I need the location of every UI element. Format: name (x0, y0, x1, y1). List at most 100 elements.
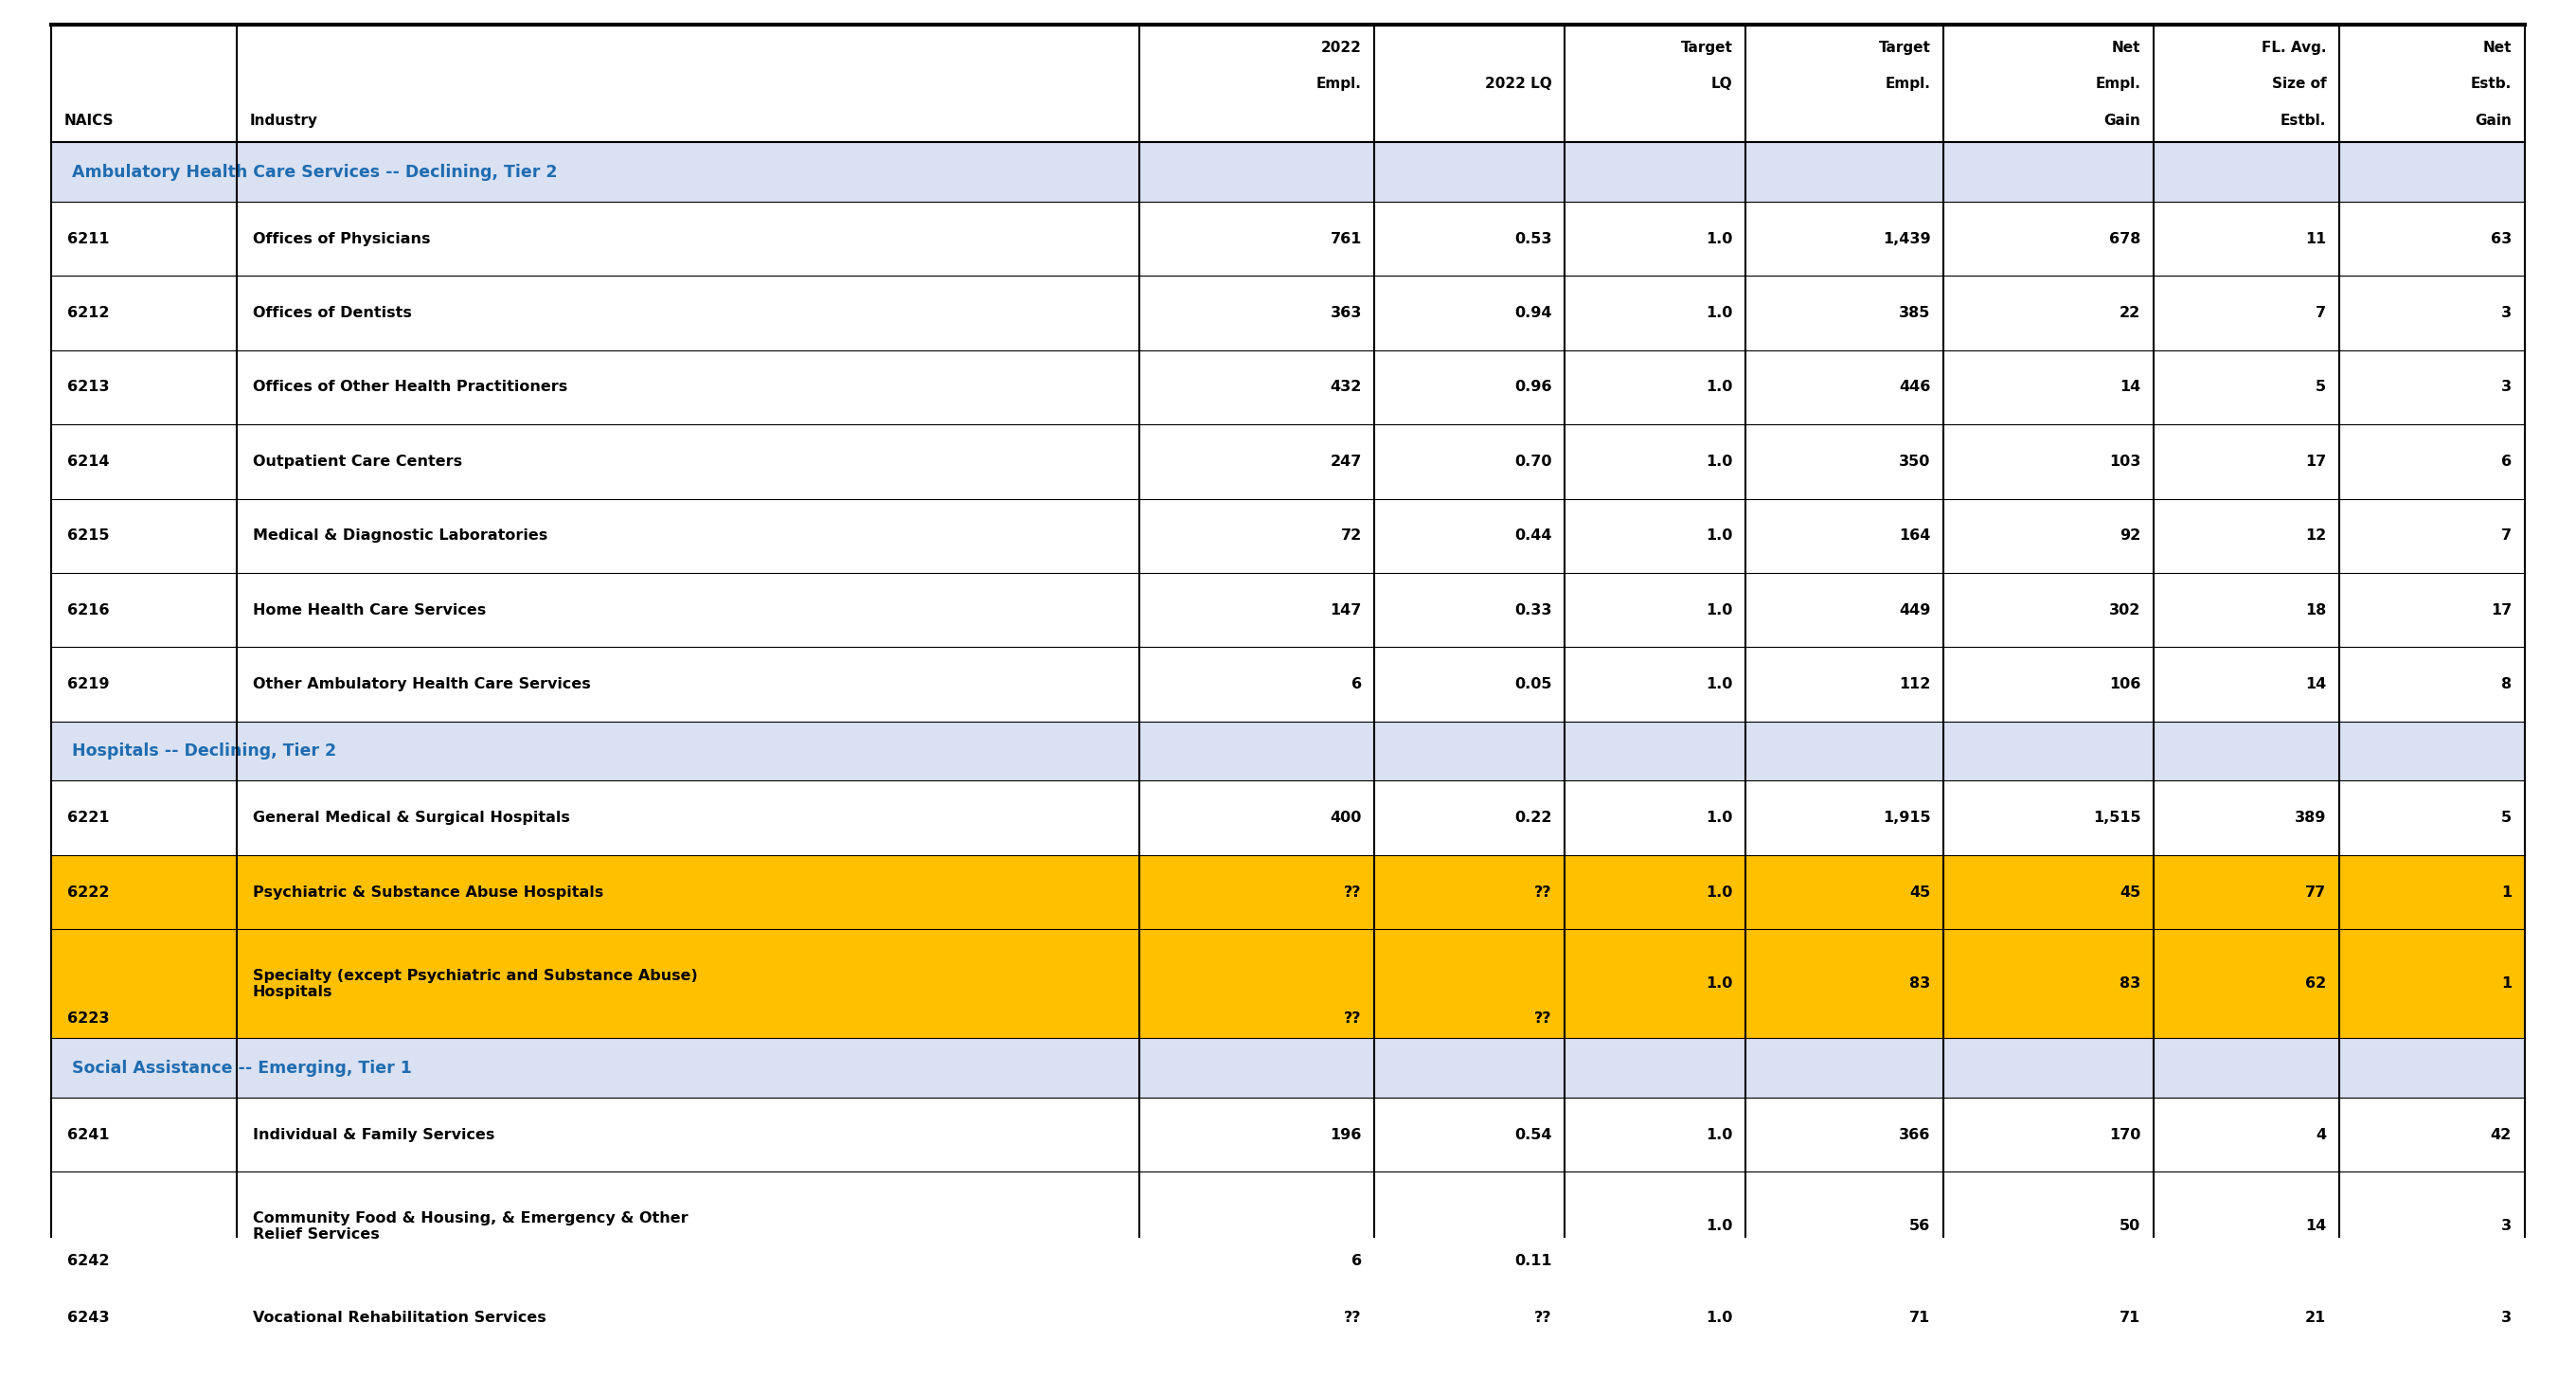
Text: 196: 196 (1329, 1128, 1363, 1142)
Text: 0.70: 0.70 (1515, 454, 1553, 468)
Text: 446: 446 (1899, 380, 1929, 394)
Text: 17: 17 (2306, 454, 2326, 468)
Text: 1.0: 1.0 (1705, 1311, 1734, 1325)
Text: 45: 45 (2120, 885, 2141, 899)
Text: Psychiatric & Substance Abuse Hospitals: Psychiatric & Substance Abuse Hospitals (252, 885, 603, 899)
Text: 366: 366 (1899, 1128, 1929, 1142)
Text: 247: 247 (1329, 454, 1363, 468)
Text: 72: 72 (1340, 529, 1363, 543)
Text: ??: ?? (1535, 1012, 1553, 1026)
Text: 3: 3 (2501, 306, 2512, 321)
Text: Community Food & Housing, & Emergency & Other
Relief Services: Community Food & Housing, & Emergency & … (252, 1210, 688, 1242)
Text: 63: 63 (2491, 231, 2512, 246)
Text: ??: ?? (1345, 1311, 1363, 1325)
Bar (52, 498, 2524, 573)
Text: Empl.: Empl. (1886, 76, 1929, 91)
Bar (52, 1355, 2524, 1377)
Text: Other Ambulatory Health Care Services: Other Ambulatory Health Care Services (252, 677, 590, 691)
Text: 1.0: 1.0 (1705, 1219, 1734, 1234)
Text: 432: 432 (1329, 380, 1363, 394)
Text: 6222: 6222 (67, 885, 108, 899)
Text: 302: 302 (2110, 603, 2141, 617)
Text: General Medical & Surgical Hospitals: General Medical & Surgical Hospitals (252, 811, 569, 825)
Text: Offices of Other Health Practitioners: Offices of Other Health Practitioners (252, 380, 567, 394)
Text: ??: ?? (1535, 885, 1553, 899)
Bar (52, 1281, 2524, 1355)
Text: Hospitals -- Declining, Tier 2: Hospitals -- Declining, Tier 2 (72, 742, 337, 760)
Bar (52, 1172, 2524, 1281)
Text: 350: 350 (1899, 454, 1929, 468)
Text: 761: 761 (1329, 231, 1363, 246)
Text: Specialty (except Psychiatric and Substance Abuse)
Hospitals: Specialty (except Psychiatric and Substa… (252, 968, 698, 1000)
Text: Estb.: Estb. (2470, 76, 2512, 91)
Text: 71: 71 (1909, 1311, 1929, 1325)
Bar (52, 142, 2524, 201)
Text: 6241: 6241 (67, 1128, 108, 1142)
Text: 17: 17 (2491, 603, 2512, 617)
Text: 0.44: 0.44 (1515, 529, 1553, 543)
Text: Size of: Size of (2272, 76, 2326, 91)
Bar (52, 201, 2524, 275)
Bar (52, 350, 2524, 424)
Text: Empl.: Empl. (2094, 76, 2141, 91)
Text: 103: 103 (2110, 454, 2141, 468)
Text: 18: 18 (2306, 603, 2326, 617)
Text: Outpatient Care Centers: Outpatient Care Centers (252, 454, 461, 468)
Text: 5: 5 (2501, 811, 2512, 825)
Text: 22: 22 (2120, 306, 2141, 321)
Text: 0.94: 0.94 (1515, 306, 1553, 321)
Text: 0.54: 0.54 (1515, 1128, 1553, 1142)
Text: 1.0: 1.0 (1705, 976, 1734, 991)
Text: Home Health Care Services: Home Health Care Services (252, 603, 487, 617)
Text: 71: 71 (2120, 1311, 2141, 1325)
Text: Target: Target (1680, 41, 1734, 55)
Text: 6212: 6212 (67, 306, 108, 321)
Text: 449: 449 (1899, 603, 1929, 617)
Text: 7: 7 (2316, 306, 2326, 321)
Text: 1: 1 (2501, 976, 2512, 991)
Text: 92: 92 (2120, 529, 2141, 543)
Text: 6242: 6242 (67, 1254, 108, 1268)
Bar (52, 424, 2524, 498)
Text: 1.0: 1.0 (1705, 677, 1734, 691)
Text: 1.0: 1.0 (1705, 454, 1734, 468)
Text: 6221: 6221 (67, 811, 108, 825)
Text: 14: 14 (2306, 677, 2326, 691)
Text: 12: 12 (2306, 529, 2326, 543)
Text: 389: 389 (2295, 811, 2326, 825)
Text: Individual & Family Services: Individual & Family Services (252, 1128, 495, 1142)
Text: 6: 6 (2501, 454, 2512, 468)
Text: ??: ?? (1535, 1311, 1553, 1325)
Bar (52, 929, 2524, 1038)
Text: 0.96: 0.96 (1515, 380, 1553, 394)
Text: Net: Net (2112, 41, 2141, 55)
Text: Estbl.: Estbl. (2280, 114, 2326, 128)
Text: 1.0: 1.0 (1705, 1128, 1734, 1142)
Bar (52, 781, 2524, 855)
Text: 3: 3 (2501, 1219, 2512, 1234)
Text: 21: 21 (2306, 1311, 2326, 1325)
Text: 1.0: 1.0 (1705, 811, 1734, 825)
Text: 400: 400 (1329, 811, 1363, 825)
Text: 2022: 2022 (1321, 41, 1363, 55)
Text: 363: 363 (1329, 306, 1363, 321)
Text: 3: 3 (2501, 380, 2512, 394)
Text: 83: 83 (1909, 976, 1929, 991)
Text: Offices of Dentists: Offices of Dentists (252, 306, 412, 321)
Bar (52, 647, 2524, 722)
Text: 42: 42 (2491, 1128, 2512, 1142)
Text: LQ: LQ (1710, 76, 1734, 91)
Text: 112: 112 (1899, 677, 1929, 691)
Bar (52, 25, 2524, 142)
Text: Offices of Physicians: Offices of Physicians (252, 231, 430, 246)
Text: 385: 385 (1899, 306, 1929, 321)
Text: 83: 83 (2120, 976, 2141, 991)
Text: 6223: 6223 (67, 1012, 108, 1026)
Text: 5: 5 (2316, 380, 2326, 394)
Text: Gain: Gain (2476, 114, 2512, 128)
Text: 6: 6 (1352, 1254, 1363, 1268)
Text: 6213: 6213 (67, 380, 108, 394)
Text: Social Assistance -- Emerging, Tier 1: Social Assistance -- Emerging, Tier 1 (72, 1059, 412, 1077)
Text: 7: 7 (2501, 529, 2512, 543)
Text: Ambulatory Health Care Services -- Declining, Tier 2: Ambulatory Health Care Services -- Decli… (72, 164, 556, 180)
